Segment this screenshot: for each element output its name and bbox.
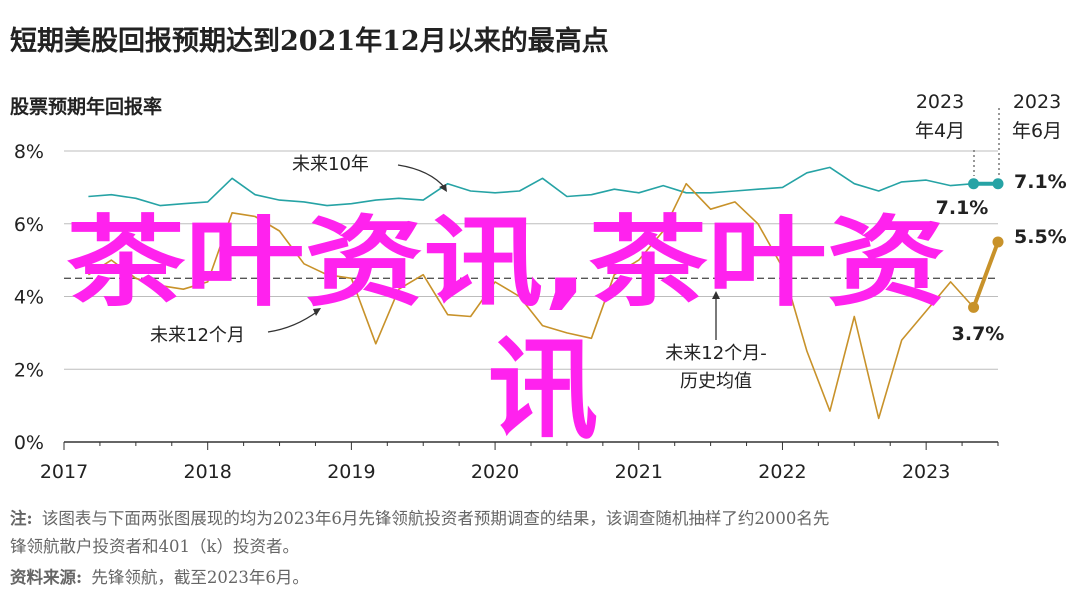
series-point-twelve-month <box>992 236 1004 248</box>
label-teal-apr: 7.1% <box>936 197 989 219</box>
x-tick-label: 2019 <box>327 461 375 483</box>
annotation-twelve-month-arrowhead <box>313 308 321 316</box>
series-point-ten-year <box>968 178 980 190</box>
x-tick-label: 2020 <box>471 461 519 483</box>
footer-note-label: 注: <box>10 508 33 528</box>
annotation-jun-month: 年6月 <box>1012 120 1062 142</box>
annotation-twelve-month-arrow <box>267 310 319 333</box>
y-tick-label: 4% <box>14 287 44 309</box>
chart-subtitle: 股票预期年回报率 <box>10 95 162 118</box>
watermark-line-2: 讯 <box>488 326 598 454</box>
x-tick-label: 2017 <box>40 461 88 483</box>
series-emphasis-twelve-month <box>971 239 1000 310</box>
axes: 0% 2% 4% 6% 8% 2017 2018 2019 2020 2021 2022 2023 <box>14 141 999 483</box>
series-line-ten-year <box>88 166 974 207</box>
footer-note: 注: 该图表与下面两张图展现的均为2023年6月先锋领航投资者预期调查的结果，该… <box>10 508 829 528</box>
x-tick-label: 2018 <box>184 461 232 483</box>
label-orange-apr: 3.7% <box>952 323 1005 345</box>
series-line-twelve-month <box>87 182 975 420</box>
annotation-ten-year-arrow <box>397 164 446 189</box>
label-teal-end: 7.1% <box>1014 171 1067 193</box>
y-tick-label: 0% <box>14 432 44 454</box>
annotation-hist-avg-1: 未来12个月- <box>665 343 766 364</box>
x-tick-label: 2022 <box>758 461 806 483</box>
annotation-apr-year: 2023 <box>916 91 964 113</box>
x-tick-label: 2021 <box>615 461 663 483</box>
annotation-apr-month: 年4月 <box>915 120 965 142</box>
annotation-hist-avg-2: 历史均值 <box>680 371 752 392</box>
footer-source-text: 先锋领航，截至2023年6月。 <box>91 568 309 587</box>
x-tick-label: 2023 <box>902 461 950 483</box>
y-tick-label: 8% <box>14 141 44 163</box>
series-layer <box>64 166 1004 420</box>
annotation-jun-year: 2023 <box>1013 91 1061 113</box>
series-point-ten-year <box>992 178 1004 190</box>
annotation-ten-year-arrowhead <box>439 184 447 192</box>
label-orange-end: 5.5% <box>1014 226 1067 248</box>
footer-note-text: 该图表与下面两张图展现的均为2023年6月先锋领航投资者预期调查的结果，该调查随… <box>42 509 829 528</box>
y-tick-label: 6% <box>14 214 44 236</box>
series-point-twelve-month <box>968 301 980 313</box>
watermark-line-1: 茶叶资讯,茶叶资 <box>66 206 946 320</box>
y-tick-label: 2% <box>14 359 44 381</box>
annotation-twelve-month: 未来12个月 <box>150 325 245 346</box>
chart-title: 短期美股回报预期达到2021年12月以来的最高点 <box>10 25 609 57</box>
footer-source: 资料来源: 先锋领航，截至2023年6月。 <box>10 567 309 587</box>
footer-note-line2: 锋领航散户投资者和401（k）投资者。 <box>10 537 299 556</box>
annotation-ten-year: 未来10年 <box>292 154 369 175</box>
annotation-hist-avg-arrowhead <box>712 291 720 299</box>
footer-source-label: 资料来源: <box>10 567 82 587</box>
